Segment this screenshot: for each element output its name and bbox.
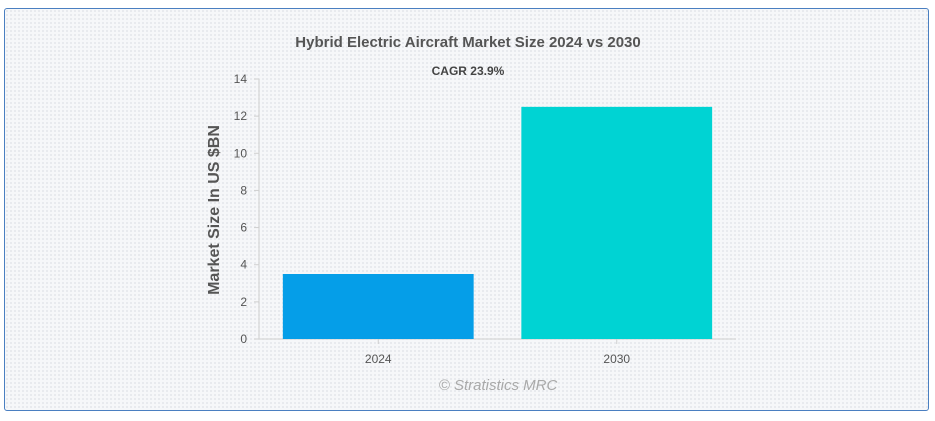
y-tick-label: 10 xyxy=(234,146,248,160)
chart-subtitle: CAGR 23.9% xyxy=(432,64,505,78)
bar-2024[interactable] xyxy=(282,274,474,339)
bar-2030[interactable] xyxy=(521,106,713,339)
x-axis: 2024 2030 xyxy=(259,338,736,366)
watermark: © Stratistics MRC xyxy=(439,377,558,394)
y-tick-label: 8 xyxy=(240,183,247,197)
y-tick-label: 4 xyxy=(240,258,247,272)
x-tick-label: 2030 xyxy=(603,352,630,366)
y-tick-label: 2 xyxy=(240,295,247,309)
chart-title: Hybrid Electric Aircraft Market Size 202… xyxy=(295,34,640,51)
y-axis: 0 2 4 6 8 10 12 14 xyxy=(234,72,260,346)
y-axis-label: Market Size In US $BN xyxy=(206,125,223,295)
x-tick-label: 2024 xyxy=(365,352,392,366)
y-tick-label: 14 xyxy=(234,72,248,86)
y-tick-label: 12 xyxy=(234,109,248,123)
y-tick-label: 6 xyxy=(240,221,247,235)
y-tick-label: 0 xyxy=(240,332,247,346)
chart-frame xyxy=(4,8,929,411)
bars xyxy=(282,106,713,339)
